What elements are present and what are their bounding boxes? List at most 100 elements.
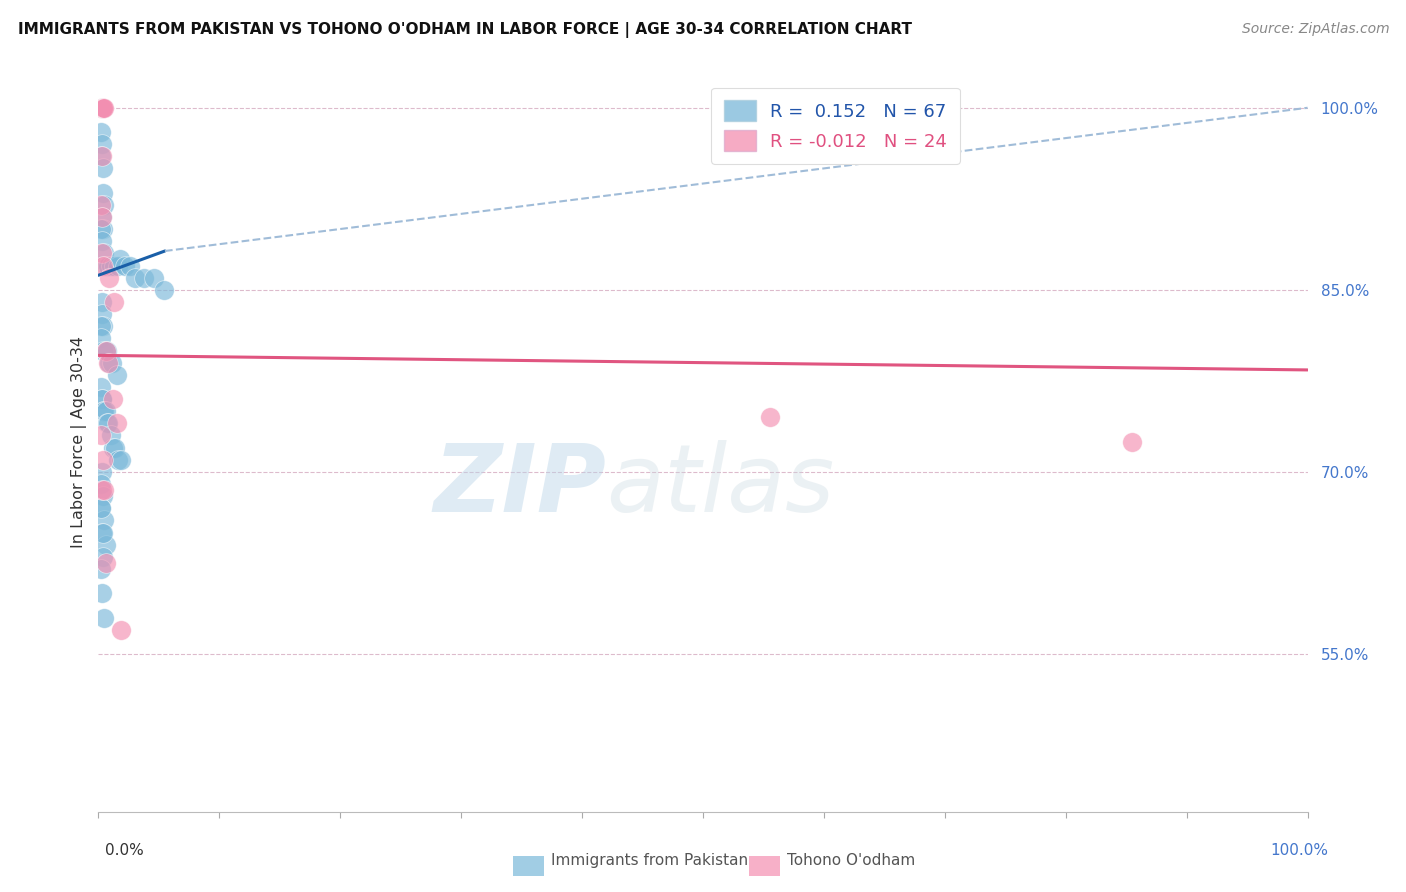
Point bbox=[91, 465, 114, 479]
Point bbox=[91, 101, 114, 115]
Point bbox=[96, 417, 118, 431]
Point bbox=[118, 259, 141, 273]
Point bbox=[91, 489, 114, 503]
Text: Source: ZipAtlas.com: Source: ZipAtlas.com bbox=[1241, 22, 1389, 37]
Point bbox=[90, 477, 112, 491]
Point bbox=[90, 380, 112, 394]
Text: 0.0%: 0.0% bbox=[105, 843, 145, 858]
Point bbox=[90, 222, 112, 236]
Point bbox=[94, 556, 117, 570]
Point bbox=[91, 525, 114, 540]
Point bbox=[98, 270, 121, 285]
Point bbox=[100, 428, 122, 442]
Point bbox=[100, 259, 122, 273]
Point bbox=[134, 270, 156, 285]
Point bbox=[90, 428, 112, 442]
Point bbox=[93, 610, 115, 624]
Point bbox=[90, 331, 112, 345]
Point bbox=[91, 222, 114, 236]
Point bbox=[97, 259, 120, 273]
Point bbox=[91, 549, 114, 564]
Point bbox=[94, 343, 117, 358]
Point bbox=[101, 441, 124, 455]
Point bbox=[107, 259, 129, 273]
Text: Tohono O'odham: Tohono O'odham bbox=[787, 854, 915, 868]
Point bbox=[90, 198, 112, 212]
Y-axis label: In Labor Force | Age 30-34: In Labor Force | Age 30-34 bbox=[72, 335, 87, 548]
Point bbox=[91, 210, 114, 224]
Point bbox=[90, 501, 112, 516]
Point bbox=[91, 101, 114, 115]
Point bbox=[90, 125, 112, 139]
Point bbox=[91, 525, 114, 540]
Point bbox=[93, 198, 115, 212]
Point bbox=[93, 513, 115, 527]
Point bbox=[90, 562, 112, 576]
Point bbox=[94, 538, 117, 552]
Point bbox=[105, 368, 128, 382]
Point bbox=[91, 101, 114, 115]
Point bbox=[103, 259, 125, 273]
Point bbox=[93, 246, 115, 260]
Point bbox=[96, 259, 118, 273]
Point bbox=[758, 410, 780, 425]
Point bbox=[90, 319, 112, 334]
Point bbox=[91, 452, 114, 467]
Text: IMMIGRANTS FROM PAKISTAN VS TOHONO O'ODHAM IN LABOR FORCE | AGE 30-34 CORRELATIO: IMMIGRANTS FROM PAKISTAN VS TOHONO O'ODH… bbox=[18, 22, 912, 38]
Point bbox=[91, 137, 114, 152]
Point bbox=[91, 161, 114, 176]
Point bbox=[110, 452, 132, 467]
Point bbox=[91, 307, 114, 321]
Point bbox=[124, 270, 146, 285]
Point bbox=[91, 234, 114, 248]
Point bbox=[91, 246, 114, 260]
Point bbox=[91, 404, 114, 418]
Point bbox=[94, 343, 117, 358]
Point bbox=[90, 101, 112, 115]
Point bbox=[143, 270, 166, 285]
Point bbox=[91, 343, 114, 358]
Point bbox=[98, 356, 121, 370]
Point bbox=[93, 404, 115, 418]
Point bbox=[103, 295, 125, 310]
Point bbox=[93, 483, 115, 497]
Point bbox=[91, 259, 114, 273]
Point bbox=[91, 392, 114, 406]
Point bbox=[90, 501, 112, 516]
Point bbox=[91, 586, 114, 600]
Text: 100.0%: 100.0% bbox=[1271, 843, 1329, 858]
Point bbox=[91, 101, 114, 115]
Point bbox=[91, 101, 114, 115]
Point bbox=[114, 259, 136, 273]
Point bbox=[107, 452, 129, 467]
Point bbox=[91, 186, 114, 200]
Point bbox=[94, 404, 117, 418]
Text: Immigrants from Pakistan: Immigrants from Pakistan bbox=[551, 854, 748, 868]
Point bbox=[100, 356, 122, 370]
Point bbox=[91, 149, 114, 163]
Point bbox=[110, 623, 132, 637]
Point bbox=[91, 101, 114, 115]
Point bbox=[105, 417, 128, 431]
Point bbox=[94, 259, 117, 273]
Point bbox=[90, 101, 112, 115]
Point bbox=[91, 210, 114, 224]
Point bbox=[91, 483, 114, 497]
Point bbox=[93, 101, 115, 115]
Point bbox=[96, 343, 118, 358]
Point bbox=[97, 356, 120, 370]
Text: ZIP: ZIP bbox=[433, 440, 606, 532]
FancyBboxPatch shape bbox=[740, 850, 790, 882]
Point bbox=[91, 101, 114, 115]
Point bbox=[91, 295, 114, 310]
Point bbox=[1121, 434, 1143, 449]
Point bbox=[152, 283, 174, 297]
Point bbox=[90, 149, 112, 163]
Point bbox=[91, 101, 114, 115]
Point bbox=[91, 319, 114, 334]
Point bbox=[97, 417, 120, 431]
Point bbox=[101, 392, 124, 406]
FancyBboxPatch shape bbox=[503, 850, 554, 882]
Point bbox=[104, 441, 127, 455]
Point bbox=[91, 392, 114, 406]
